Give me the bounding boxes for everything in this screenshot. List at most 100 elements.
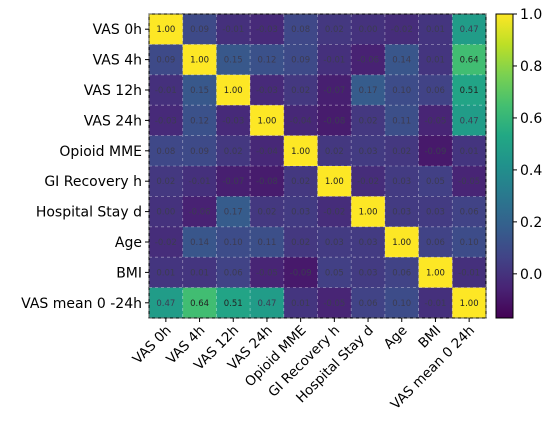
cell-value-label: 0.01: [190, 268, 209, 278]
cell-value-label: 0.17: [224, 208, 243, 218]
heatmap-cell: [418, 166, 453, 197]
cell-value-label: -0.08: [256, 177, 278, 187]
cell-value-label: 1.00: [392, 238, 411, 248]
cell-value-label: -0.01: [155, 86, 177, 96]
heatmap-cell: [384, 105, 419, 136]
cell-value-label: 0.06: [460, 208, 479, 218]
cell-value-label: 0.00: [359, 25, 378, 35]
heatmap-cell: [418, 257, 453, 288]
cell-value-label: 0.03: [359, 268, 378, 278]
cell-value-label: 0.01: [291, 299, 310, 309]
cell-value-label: 0.06: [224, 268, 243, 278]
colorbar-tick-label: 1.0: [520, 7, 542, 23]
heatmap-cell: [351, 166, 386, 197]
cell-value-label: 0.09: [291, 56, 310, 66]
heatmap-cell: [250, 287, 285, 319]
heatmap-cell: [384, 135, 419, 167]
colorbar-tick-label: 0.8: [520, 59, 542, 75]
heatmap-cell: [149, 257, 183, 288]
cell-value-label: 0.09: [190, 147, 209, 157]
y-tick-label: GI Recovery h: [44, 174, 142, 190]
cell-value-label: 0.12: [257, 56, 276, 66]
cell-value-label: 0.47: [257, 299, 276, 309]
cell-value-label: -0.05: [323, 299, 345, 309]
heatmap-cell: [182, 14, 217, 45]
y-axis-labels: VAS 0h VAS 4h VAS 12h VAS 24h Opioid MME GI R…: [21, 22, 149, 312]
heatmap-cell: [149, 105, 183, 136]
heatmap-cell: [418, 287, 453, 319]
cell-value-label: 0.02: [325, 147, 344, 157]
plot-frame: [148, 13, 487, 319]
cell-value-label: -0.01: [323, 56, 345, 66]
heatmap-cell: [351, 74, 386, 106]
cell-value-label: -0.03: [155, 116, 177, 126]
y-tick-label: BMI: [116, 265, 142, 281]
cell-value-label: 0.10: [460, 238, 479, 248]
heatmap-cell: [250, 196, 285, 228]
heatmap-cell: [182, 74, 217, 106]
cell-value-label: 1.00: [291, 147, 310, 157]
heatmap-cell: [452, 14, 487, 45]
cell-value-label: 1.00: [257, 116, 276, 126]
cell-value-label: 0.02: [392, 147, 411, 157]
cell-value-label: -0.09: [290, 268, 312, 278]
grid-lines: [148, 13, 487, 319]
heatmap-cell: [384, 226, 419, 258]
heatmap-cell: [317, 74, 352, 106]
heatmap-cell: [250, 226, 285, 258]
cell-value-label: 0.10: [224, 238, 243, 248]
cell-value-label: -0.01: [458, 268, 480, 278]
cell-value-label: 0.02: [257, 208, 276, 218]
cell-value-label: 1.00: [190, 56, 209, 66]
heatmap-cell: [351, 135, 386, 167]
heatmap-cell: [182, 166, 217, 197]
cell-value-label: -0.01: [424, 299, 446, 309]
cell-value-label: 0.51: [460, 86, 479, 96]
cell-value-label: 0.11: [257, 238, 276, 248]
heatmap-cell: [418, 105, 453, 136]
cell-value-label: -0.06: [189, 208, 211, 218]
cell-value-label: -0.02: [155, 238, 177, 248]
cell-value-label: 0.10: [392, 299, 411, 309]
heatmap-cell: [149, 226, 183, 258]
cell-value-label: -0.01: [189, 177, 211, 187]
cell-value-label: 1.00: [460, 299, 479, 309]
cell-value-label: 0.01: [426, 56, 445, 66]
heatmap-cell: [182, 44, 217, 76]
cell-value-label: 0.14: [190, 238, 209, 248]
heatmap-cell: [149, 166, 183, 197]
heatmap-cell: [149, 74, 183, 106]
cell-value-label: -0.03: [222, 116, 244, 126]
colorbar-tick-label: 0.2: [520, 215, 542, 231]
cell-value-label: 1.00: [224, 86, 243, 96]
colorbar-tick-label: 0.6: [520, 111, 542, 127]
heatmap-cell: [317, 196, 352, 228]
cell-value-label: 0.03: [325, 238, 344, 248]
cell-value-label: 0.10: [392, 86, 411, 96]
cell-value-label: 0.06: [426, 238, 445, 248]
heatmap-cell: [283, 196, 318, 228]
cell-value-label: 0.08: [156, 147, 175, 157]
heatmap-cell: [283, 226, 318, 258]
heatmap-cell: [452, 135, 487, 167]
heatmap-cell: [182, 135, 217, 167]
cell-value-label: 0.03: [426, 208, 445, 218]
cell-value-label: 0.47: [156, 299, 175, 309]
heatmap-cell: [418, 44, 453, 76]
cell-value-label: 0.00: [156, 208, 175, 218]
cell-value-label: -0.05: [256, 268, 278, 278]
y-tick-label: Hospital Stay d: [36, 205, 142, 221]
cell-value-label: 0.14: [392, 56, 411, 66]
heatmap-cell: [317, 287, 352, 319]
heatmap-cell: [283, 44, 318, 76]
cell-value-label: 0.09: [190, 25, 209, 35]
cell-value-label: 0.17: [359, 86, 378, 96]
heatmap-cell: [418, 135, 453, 167]
cell-value-label: 1.00: [359, 208, 378, 218]
cell-value-label: -0.05: [424, 116, 446, 126]
cell-value-label: -0.02: [323, 208, 345, 218]
cell-value-label: 0.06: [359, 299, 378, 309]
heatmap-cell: [317, 226, 352, 258]
cell-value-label: 0.11: [392, 116, 411, 126]
heatmap-cell: [351, 44, 386, 76]
